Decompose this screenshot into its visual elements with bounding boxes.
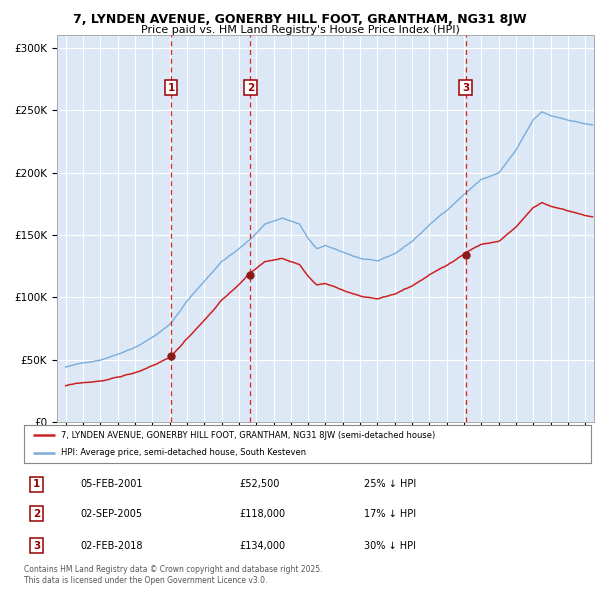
Text: 7, LYNDEN AVENUE, GONERBY HILL FOOT, GRANTHAM, NG31 8JW (semi-detached house): 7, LYNDEN AVENUE, GONERBY HILL FOOT, GRA… bbox=[61, 431, 435, 440]
Text: 3: 3 bbox=[33, 540, 40, 550]
Text: Price paid vs. HM Land Registry's House Price Index (HPI): Price paid vs. HM Land Registry's House … bbox=[140, 25, 460, 35]
Text: HPI: Average price, semi-detached house, South Kesteven: HPI: Average price, semi-detached house,… bbox=[61, 448, 306, 457]
Text: 17% ↓ HPI: 17% ↓ HPI bbox=[364, 509, 416, 519]
Text: £52,500: £52,500 bbox=[239, 479, 280, 489]
Text: 02-SEP-2005: 02-SEP-2005 bbox=[80, 509, 143, 519]
Text: 02-FEB-2018: 02-FEB-2018 bbox=[80, 540, 143, 550]
Text: 7, LYNDEN AVENUE, GONERBY HILL FOOT, GRANTHAM, NG31 8JW: 7, LYNDEN AVENUE, GONERBY HILL FOOT, GRA… bbox=[73, 13, 527, 26]
Text: 2: 2 bbox=[247, 83, 254, 93]
Text: 25% ↓ HPI: 25% ↓ HPI bbox=[364, 479, 416, 489]
Text: 05-FEB-2001: 05-FEB-2001 bbox=[80, 479, 143, 489]
Text: £118,000: £118,000 bbox=[239, 509, 286, 519]
Text: 1: 1 bbox=[33, 479, 40, 489]
Text: 3: 3 bbox=[462, 83, 469, 93]
Text: 2: 2 bbox=[33, 509, 40, 519]
Text: 1: 1 bbox=[167, 83, 175, 93]
Text: 30% ↓ HPI: 30% ↓ HPI bbox=[364, 540, 416, 550]
Text: £134,000: £134,000 bbox=[239, 540, 286, 550]
Text: Contains HM Land Registry data © Crown copyright and database right 2025.
This d: Contains HM Land Registry data © Crown c… bbox=[24, 565, 323, 585]
